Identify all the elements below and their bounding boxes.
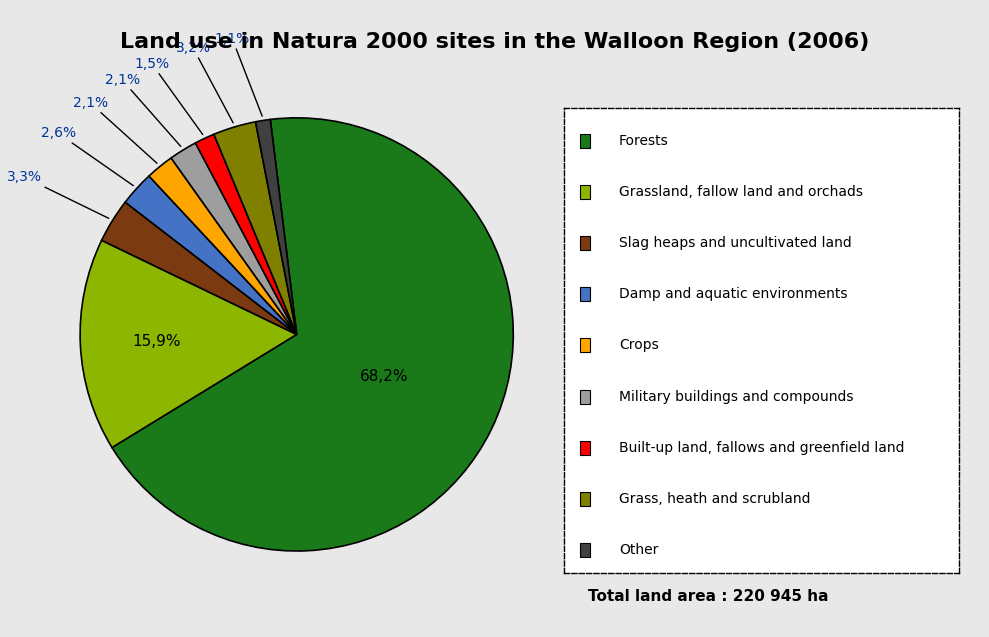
Bar <box>580 287 590 301</box>
Text: 1,5%: 1,5% <box>135 57 203 134</box>
Bar <box>580 134 590 148</box>
Text: 68,2%: 68,2% <box>360 369 408 384</box>
Wedge shape <box>255 120 297 334</box>
Text: 2,1%: 2,1% <box>105 73 181 147</box>
Bar <box>580 390 590 404</box>
Wedge shape <box>102 202 297 334</box>
Wedge shape <box>126 176 297 334</box>
Text: Grassland, fallow land and orchads: Grassland, fallow land and orchads <box>619 185 863 199</box>
Text: Crops: Crops <box>619 338 659 352</box>
Text: Damp and aquatic environments: Damp and aquatic environments <box>619 287 848 301</box>
Text: Forests: Forests <box>619 134 669 148</box>
Bar <box>580 338 590 352</box>
Text: Slag heaps and uncultivated land: Slag heaps and uncultivated land <box>619 236 852 250</box>
Bar <box>580 441 590 455</box>
Bar <box>580 185 590 199</box>
Text: 1,1%: 1,1% <box>215 32 262 116</box>
Wedge shape <box>214 122 297 334</box>
Bar <box>580 543 590 557</box>
Wedge shape <box>80 240 297 448</box>
Text: 3,2%: 3,2% <box>176 41 233 123</box>
Wedge shape <box>196 134 297 334</box>
Text: Military buildings and compounds: Military buildings and compounds <box>619 390 854 404</box>
Text: Grass, heath and scrubland: Grass, heath and scrubland <box>619 492 811 506</box>
Text: Built-up land, fallows and greenfield land: Built-up land, fallows and greenfield la… <box>619 441 905 455</box>
Wedge shape <box>112 118 513 551</box>
Text: 15,9%: 15,9% <box>132 334 180 349</box>
Wedge shape <box>171 143 297 334</box>
Wedge shape <box>149 158 297 334</box>
Bar <box>580 492 590 506</box>
Text: Land use in Natura 2000 sites in the Walloon Region (2006): Land use in Natura 2000 sites in the Wal… <box>120 32 869 52</box>
Text: Other: Other <box>619 543 659 557</box>
Text: 2,1%: 2,1% <box>72 96 157 163</box>
Text: 2,6%: 2,6% <box>41 126 134 186</box>
Text: Total land area : 220 945 ha: Total land area : 220 945 ha <box>588 589 829 605</box>
Text: 3,3%: 3,3% <box>7 170 109 218</box>
Bar <box>580 236 590 250</box>
